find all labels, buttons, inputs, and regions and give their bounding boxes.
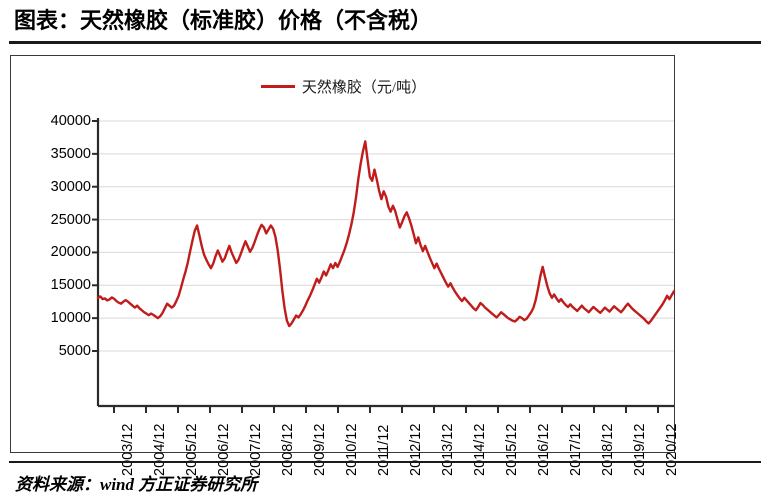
title-block: 图表：天然橡胶（标准胶）价格（不含税） xyxy=(0,0,770,44)
page-title: 图表：天然橡胶（标准胶）价格（不含税） xyxy=(14,8,433,33)
x-axis-label: 2014/12 xyxy=(472,423,488,476)
x-axis-label: 2013/12 xyxy=(440,423,456,476)
chart-container: 天然橡胶（元/吨） 5000 10000 15000 20000 25000 30000 3… xyxy=(10,55,680,476)
footer-divider xyxy=(9,461,761,463)
x-axis-label: 2010/12 xyxy=(344,423,360,476)
chart-legend: 天然橡胶（元/吨） xyxy=(11,76,676,97)
y-axis-label: 40000 xyxy=(50,113,91,129)
x-axis-label: 2018/12 xyxy=(600,423,616,476)
y-axis-label: 30000 xyxy=(50,178,91,195)
plot-area: 5000 10000 15000 20000 25000 30000 35000 40000 2… xyxy=(11,56,680,476)
data-line-natural-rubber xyxy=(96,140,676,328)
x-axis-label: 2012/12 xyxy=(408,423,424,476)
y-axis-label: 5000 xyxy=(58,343,91,359)
y-axis-label: 25000 xyxy=(50,211,91,228)
title-divider xyxy=(9,41,761,44)
x-axis-label: 2015/12 xyxy=(504,423,520,476)
x-axis-label: 2020/12 xyxy=(664,423,680,476)
x-axis-label: 2011/12 xyxy=(376,424,392,476)
x-axis-label: 2019/12 xyxy=(632,423,648,476)
x-axis-label: 2004/12 xyxy=(152,423,168,476)
x-axis-label: 2005/12 xyxy=(184,423,200,476)
x-axis-label: 2009/12 xyxy=(312,423,328,476)
y-axis-label: 20000 xyxy=(50,244,91,261)
y-axis-label: 35000 xyxy=(50,145,91,162)
x-axis-label: 2017/12 xyxy=(568,423,584,476)
x-axis-label: 2016/12 xyxy=(536,423,552,476)
x-axis-label: 2003/12 xyxy=(120,423,136,476)
x-axis-label: 2006/12 xyxy=(216,423,232,476)
line-chart-svg xyxy=(92,118,676,413)
x-axis-label: 2008/12 xyxy=(280,423,296,476)
legend-line-swatch xyxy=(260,85,295,88)
x-axis-label: 2007/12 xyxy=(248,423,264,476)
y-axis-label: 15000 xyxy=(50,277,91,294)
y-axis-label: 10000 xyxy=(50,310,91,327)
legend-label: 天然橡胶（元/吨） xyxy=(301,80,427,96)
source-note: 资料来源：wind 方正证券研究所 xyxy=(15,475,258,494)
